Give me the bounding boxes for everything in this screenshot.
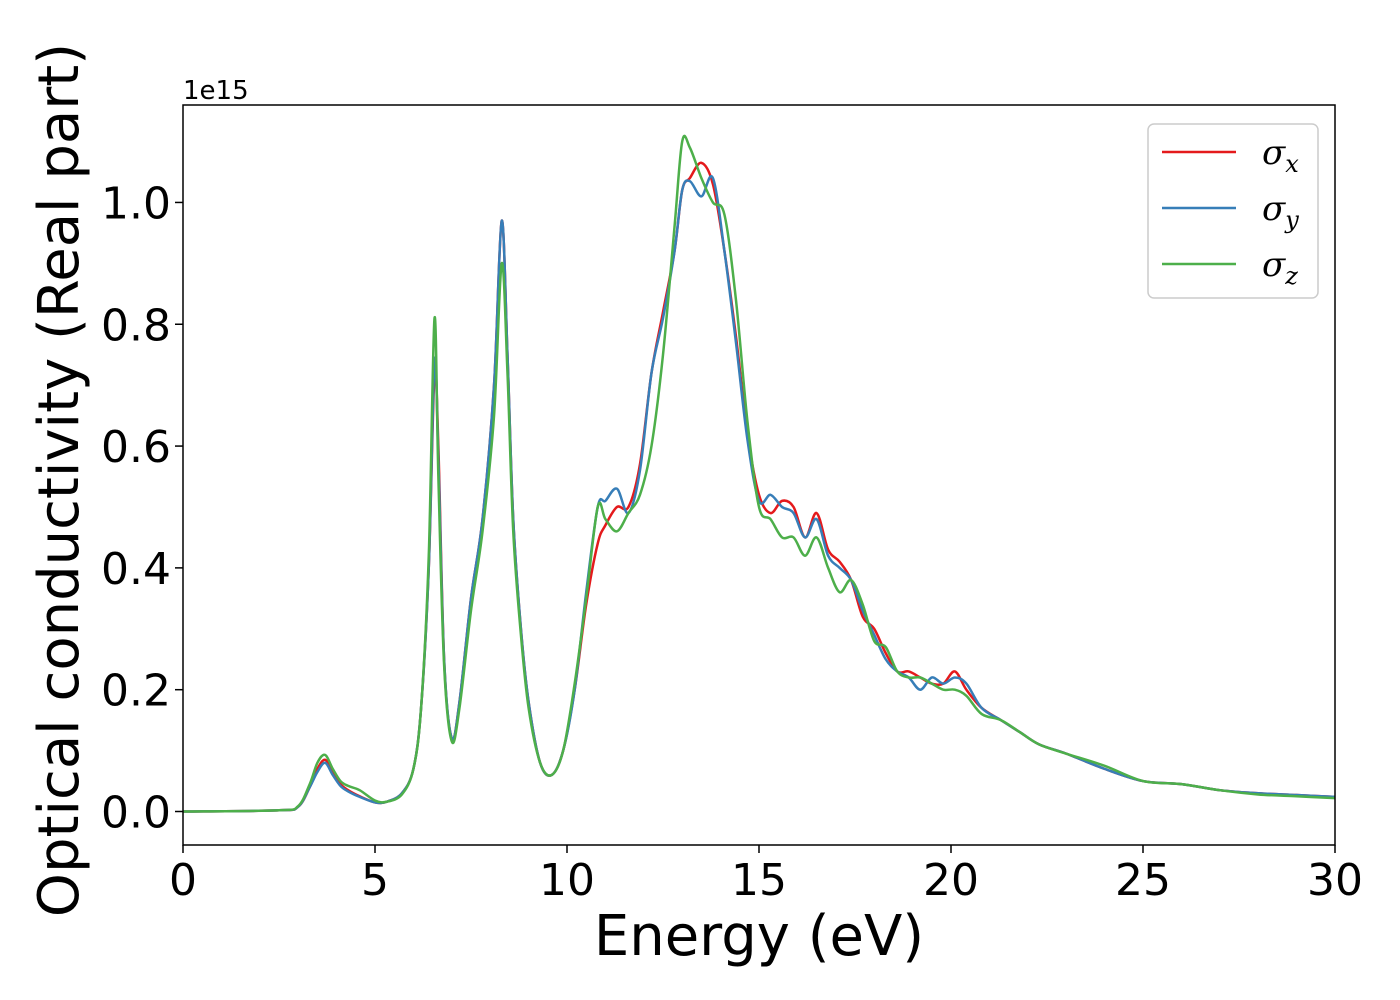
x-tick-label: 10 xyxy=(539,855,595,906)
series-line-sigma-z xyxy=(183,134,1335,813)
y-axis-label: Optical conductivity (Real part) xyxy=(27,43,92,917)
x-axis: 0 5 10 15 20 25 30 xyxy=(169,845,1363,906)
x-tick-label: 25 xyxy=(1115,855,1171,906)
x-tick-label: 30 xyxy=(1307,855,1363,906)
plot-area xyxy=(183,134,1335,813)
y-tick-label: 0.6 xyxy=(101,422,171,473)
x-tick-label: 20 xyxy=(923,855,979,906)
y-tick-label: 1.0 xyxy=(101,178,171,229)
x-axis-label: Energy (eV) xyxy=(594,904,924,969)
y-tick-label: 0.8 xyxy=(101,300,171,351)
y-tick-label: 0.2 xyxy=(101,666,171,717)
x-tick-label: 5 xyxy=(361,855,389,906)
y-tick-label: 0.4 xyxy=(101,544,171,595)
y-tick-label: 0.0 xyxy=(101,788,171,839)
x-tick-label: 15 xyxy=(731,855,787,906)
x-tick-label: 0 xyxy=(169,855,197,906)
legend-box xyxy=(1147,123,1319,299)
y-axis: 0.0 0.2 0.4 0.6 0.8 1.0 xyxy=(101,178,183,839)
y-axis-offset-label: 1e15 xyxy=(183,76,249,106)
